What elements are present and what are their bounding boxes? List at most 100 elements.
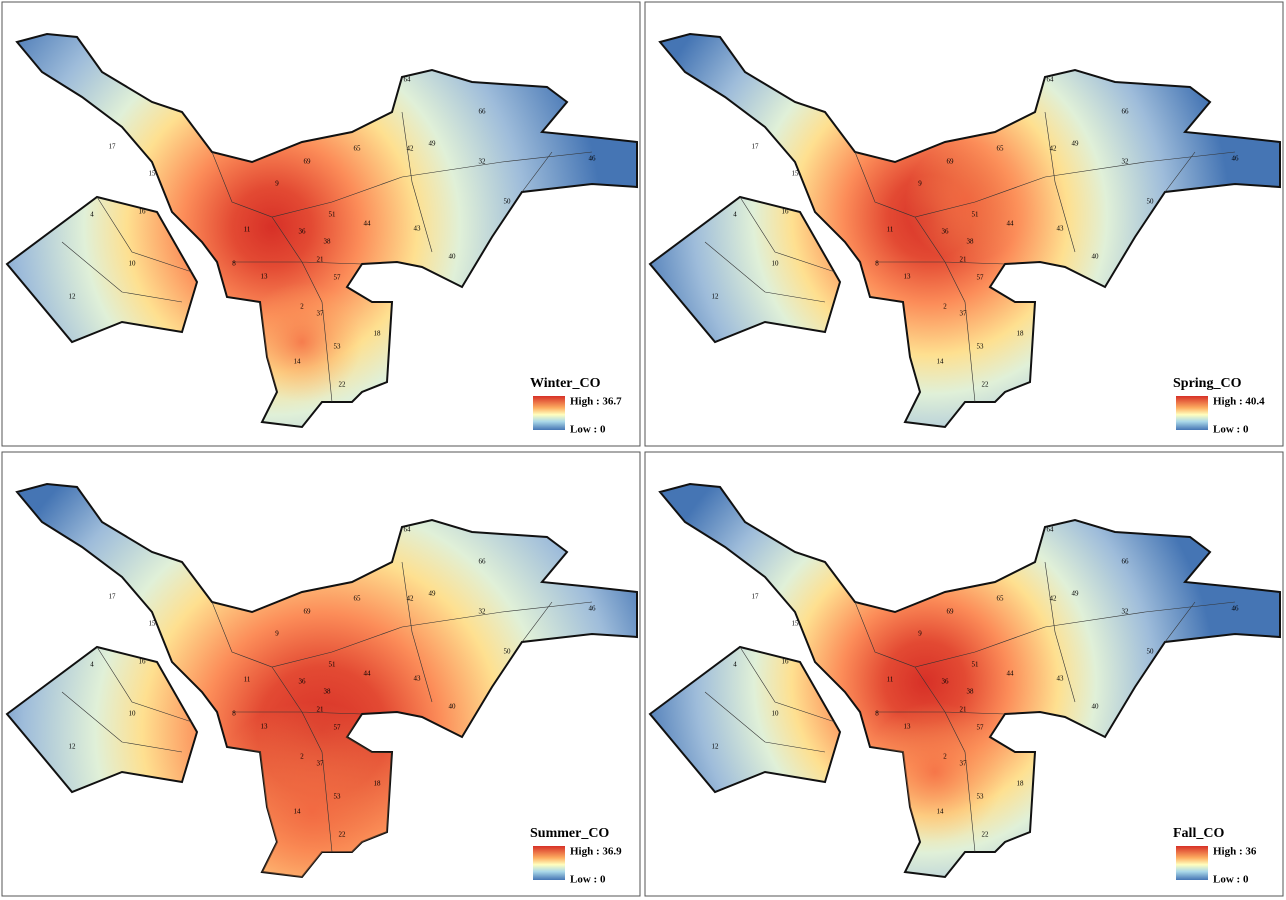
district-borders (704, 561, 1236, 853)
district-label: 36 (942, 678, 950, 686)
district-label: 21 (317, 256, 325, 264)
district-label: 53 (977, 793, 985, 801)
district-label: 4 (733, 211, 737, 219)
district-label: 10 (772, 260, 780, 268)
legend-title: Winter_CO (530, 376, 601, 391)
district-label: 12 (712, 743, 720, 751)
district-label: 8 (875, 710, 879, 718)
district-label: 38 (324, 238, 332, 246)
district-label: 10 (129, 710, 137, 718)
district-label: 15 (149, 620, 157, 628)
district-label: 51 (329, 211, 337, 219)
district-label: 37 (960, 310, 968, 318)
district-label: 11 (887, 676, 894, 684)
district-label: 21 (960, 256, 968, 264)
district-label: 44 (364, 670, 372, 678)
district-label: 10 (129, 260, 137, 268)
district-label: 65 (354, 595, 362, 603)
district-label: 46 (1232, 155, 1240, 163)
district-label: 37 (317, 760, 325, 768)
district-label: 17 (752, 143, 760, 151)
district-label: 38 (324, 688, 332, 696)
legend-title: Spring_CO (1173, 376, 1242, 391)
district-label: 13 (261, 273, 269, 281)
district-label: 16 (782, 208, 790, 216)
district-label: 22 (982, 831, 990, 839)
district-label: 64 (404, 526, 412, 534)
district-label: 32 (1122, 608, 1130, 616)
district-label: 38 (967, 238, 975, 246)
district-label: 17 (109, 143, 117, 151)
district-label: 57 (977, 724, 985, 732)
district-label: 42 (1050, 145, 1058, 153)
district-label: 18 (374, 330, 382, 338)
legend-ramp (1176, 846, 1208, 880)
district-label: 49 (429, 590, 437, 598)
district-label: 21 (960, 706, 968, 714)
district-label: 57 (977, 274, 985, 282)
district-label: 64 (404, 76, 412, 84)
district-borders (61, 561, 593, 853)
legend-low: Low : 0 (570, 424, 606, 436)
district-label: 51 (972, 211, 980, 219)
map-panel: 64 66 17 15 16 4 10 12 32 46 50 44 43 40 2 37 18 53 14 22 13… (1, 451, 641, 897)
district-label: 2 (300, 303, 304, 311)
legend-ramp (533, 846, 565, 880)
district-label: 69 (304, 158, 312, 166)
district-label: 14 (294, 808, 302, 816)
district-label: 4 (90, 661, 94, 669)
district-label: 46 (1232, 605, 1240, 613)
district-label: 46 (589, 155, 597, 163)
district-label: 49 (1072, 140, 1080, 148)
district-label: 14 (294, 358, 302, 366)
district-label: 44 (364, 220, 372, 228)
district-label: 4 (90, 211, 94, 219)
district-label: 40 (1092, 253, 1100, 261)
district-label: 44 (1007, 670, 1015, 678)
map-panel: 64 66 17 15 16 4 10 12 32 46 50 44 43 40 2 37 18 53 14 22 13… (644, 1, 1284, 447)
district-label: 16 (139, 208, 147, 216)
district-label: 42 (1050, 595, 1058, 603)
district-label: 17 (752, 593, 760, 601)
district-label: 42 (407, 595, 415, 603)
district-label: 37 (317, 310, 325, 318)
district-label: 11 (244, 676, 251, 684)
district-label: 13 (904, 273, 912, 281)
district-label: 51 (329, 661, 337, 669)
district-label: 8 (232, 260, 236, 268)
district-label: 9 (275, 630, 279, 638)
district-label: 69 (947, 608, 955, 616)
district-label: 2 (943, 303, 947, 311)
district-label: 13 (261, 723, 269, 731)
legend-high: High : 36.7 (570, 396, 622, 408)
legend-low: Low : 0 (1213, 424, 1249, 436)
district-label: 9 (918, 180, 922, 188)
district-label: 64 (1047, 526, 1055, 534)
legend-title: Summer_CO (530, 826, 609, 841)
district-label: 12 (69, 743, 77, 751)
district-label: 9 (275, 180, 279, 188)
district-borders (61, 111, 593, 403)
district-label: 66 (479, 108, 487, 116)
district-label: 40 (1092, 703, 1100, 711)
district-label: 51 (972, 661, 980, 669)
district-label: 32 (479, 608, 487, 616)
district-label: 66 (1122, 108, 1130, 116)
district-label: 64 (1047, 76, 1055, 84)
district-label: 22 (982, 381, 990, 389)
district-label: 40 (449, 703, 457, 711)
hotspot (650, 34, 1280, 427)
district-label: 13 (904, 723, 912, 731)
district-label: 50 (1147, 198, 1155, 206)
district-label: 14 (937, 358, 945, 366)
district-label: 36 (299, 228, 307, 236)
legend-high: High : 36 (1213, 846, 1257, 858)
district-label: 57 (334, 274, 342, 282)
district-label: 18 (1017, 780, 1025, 788)
district-label: 43 (1057, 225, 1065, 233)
district-label: 18 (1017, 330, 1025, 338)
district-label: 42 (407, 145, 415, 153)
district-label: 22 (339, 831, 347, 839)
district-label: 53 (977, 343, 985, 351)
district-label: 57 (334, 724, 342, 732)
